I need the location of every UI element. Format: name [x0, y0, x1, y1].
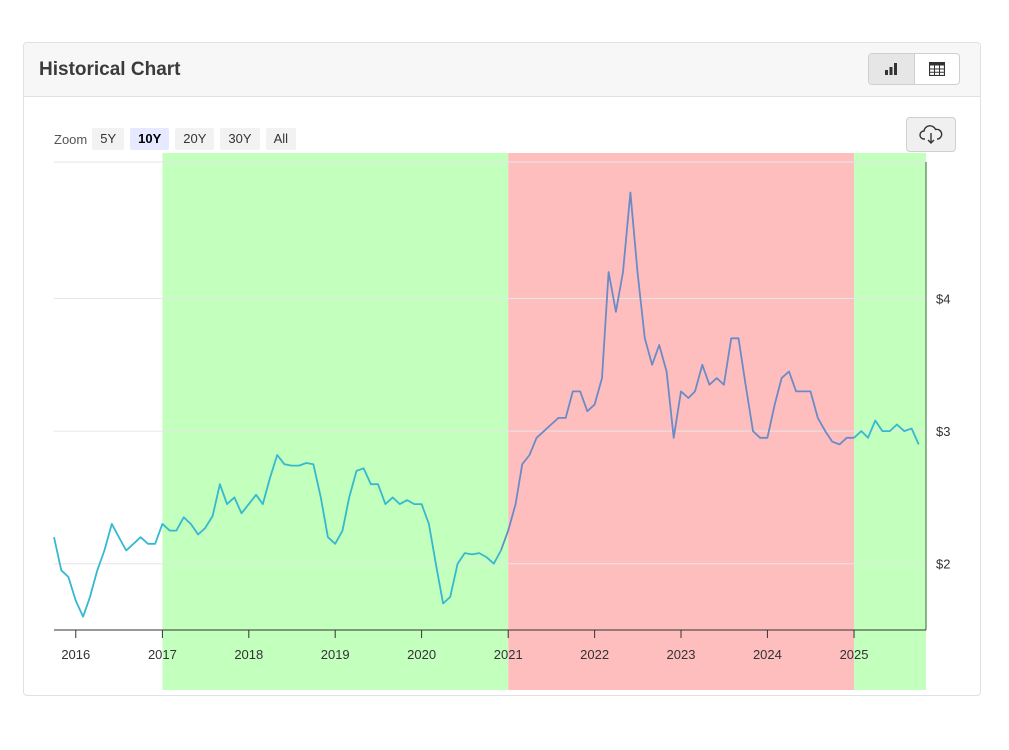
- price-line-segment-2: [853, 419, 920, 445]
- shaded-band-2: [854, 153, 926, 690]
- shaded-band-0: [162, 153, 509, 690]
- bar-chart-icon: [885, 63, 898, 75]
- x-tick-label-2021: 2021: [494, 647, 523, 662]
- zoom-20y-button[interactable]: 20Y: [175, 128, 215, 150]
- x-tick-label-2022: 2022: [580, 647, 609, 662]
- download-button[interactable]: [906, 117, 956, 152]
- card-header: Historical Chart: [24, 43, 980, 97]
- x-tick-label-2018: 2018: [234, 647, 263, 662]
- zoom-all-button[interactable]: All: [265, 128, 297, 150]
- view-toggle: [868, 53, 960, 85]
- zoom-10y-button[interactable]: 10Y: [130, 128, 170, 150]
- x-tick-label-2017: 2017: [148, 647, 177, 662]
- y-tick-label-3: $3: [936, 424, 950, 439]
- zoom-controls: Zoom 5Y 10Y 20Y 30Y All: [54, 127, 302, 151]
- cloud-download-icon: [919, 124, 943, 144]
- zoom-5y-button[interactable]: 5Y: [92, 128, 125, 150]
- x-tick-label-2024: 2024: [753, 647, 782, 662]
- shaded-band-1: [508, 153, 855, 690]
- chart-title: Historical Chart: [39, 59, 181, 80]
- y-tick-label-2: $2: [936, 557, 950, 572]
- price-line-segment-0: [53, 454, 502, 618]
- table-icon: [928, 62, 945, 76]
- y-tick-label-4: $4: [936, 292, 950, 307]
- chart-view-button[interactable]: [869, 54, 914, 84]
- x-tick-label-2020: 2020: [407, 647, 436, 662]
- x-tick-label-2025: 2025: [840, 647, 869, 662]
- x-tick-label-2023: 2023: [667, 647, 696, 662]
- zoom-30y-button[interactable]: 30Y: [220, 128, 260, 150]
- zoom-label: Zoom: [54, 131, 88, 147]
- x-tick-label-2016: 2016: [61, 647, 90, 662]
- price-line-segment-1: [500, 191, 854, 551]
- x-tick-label-2019: 2019: [321, 647, 350, 662]
- table-view-button[interactable]: [913, 54, 960, 84]
